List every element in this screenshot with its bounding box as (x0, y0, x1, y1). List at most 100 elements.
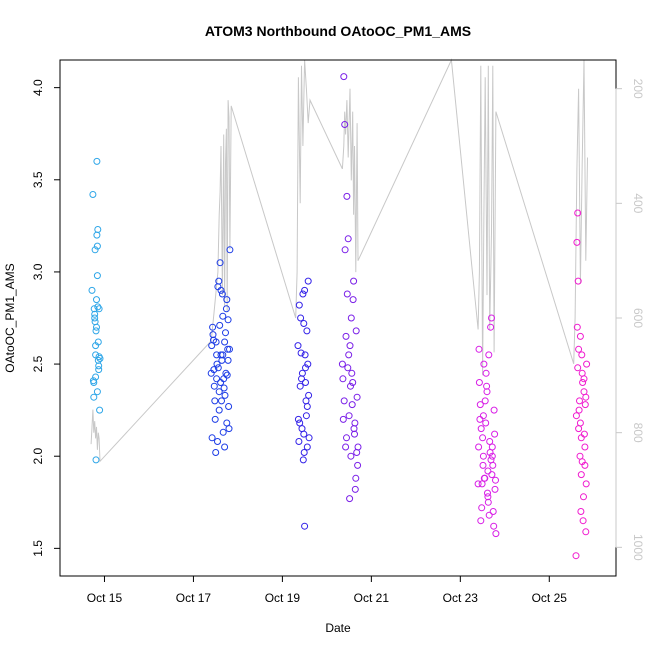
data-point (482, 419, 490, 427)
data-point (92, 327, 100, 335)
data-point (222, 369, 230, 377)
data-point (302, 364, 309, 372)
data-point (226, 246, 234, 254)
data-point (215, 277, 223, 285)
data-point (582, 393, 590, 401)
data-point (344, 235, 352, 243)
data-point (294, 342, 302, 350)
y2-tick-label: 400 (631, 193, 645, 213)
data-point (220, 384, 228, 392)
y-tick-label: 2.0 (31, 448, 45, 465)
data-point (208, 342, 216, 350)
data-point (91, 246, 99, 254)
data-point (474, 480, 482, 488)
data-point (480, 474, 488, 482)
data-point (475, 345, 483, 353)
data-point (476, 415, 484, 423)
data-point (342, 443, 350, 451)
data-point (305, 434, 313, 442)
x-tick-label: Oct 17 (176, 591, 212, 605)
data-point (209, 331, 217, 339)
data-point (90, 379, 98, 386)
data-point (343, 192, 351, 200)
data-point (218, 290, 226, 298)
data-point (92, 456, 100, 464)
data-point (298, 369, 306, 377)
data-point (93, 388, 101, 396)
data-point (578, 351, 586, 359)
data-point (342, 332, 350, 340)
data-point (296, 419, 304, 427)
data-point (483, 382, 491, 390)
data-point (216, 259, 224, 267)
data-point (343, 290, 351, 298)
data-point (343, 434, 350, 442)
data-point (478, 504, 486, 512)
data-point (481, 397, 489, 405)
data-point (300, 320, 308, 327)
data-point (348, 369, 356, 377)
data-point (210, 382, 218, 390)
series-1 (88, 157, 104, 464)
data-point (486, 438, 494, 445)
series-3 (294, 277, 313, 530)
data-point (302, 412, 310, 420)
data-point (349, 379, 357, 386)
data-point (295, 301, 303, 309)
data-point (222, 329, 229, 337)
series-5 (474, 314, 500, 538)
y-axis: 1.5 2.0 2.5 3.0 3.5 4.0 (31, 79, 61, 557)
data-point (210, 366, 218, 374)
data-point (486, 449, 494, 456)
data-point (93, 272, 101, 280)
data-point (348, 401, 356, 409)
y-tick-label: 1.5 (31, 540, 45, 557)
data-point (477, 517, 485, 525)
data-point (583, 360, 591, 368)
y2-tick-label: 1000 (631, 534, 645, 561)
data-point (295, 438, 303, 445)
data-point (347, 314, 355, 322)
data-point (296, 382, 304, 390)
data-point (352, 327, 360, 335)
data-point (223, 371, 231, 379)
data-point (489, 508, 497, 515)
data-point (492, 476, 499, 484)
y2-tick-label: 200 (631, 79, 645, 99)
data-point (93, 296, 100, 304)
y-tick-label: 3.5 (31, 171, 45, 188)
data-point (577, 471, 585, 479)
data-point (479, 452, 487, 460)
x-tick-label: Oct 19 (265, 591, 301, 605)
data-point (574, 277, 582, 285)
data-point (218, 397, 225, 405)
data-point (579, 517, 587, 525)
data-point (480, 360, 488, 368)
data-point (485, 511, 493, 519)
data-point (573, 238, 581, 246)
data-point (92, 351, 100, 359)
data-point (294, 415, 302, 423)
y-tick-label: 4.0 (31, 79, 45, 96)
data-point (89, 191, 97, 198)
data-point (346, 342, 354, 350)
data-point (95, 353, 103, 361)
data-point (215, 388, 223, 396)
x-tick-label: Oct 23 (443, 591, 479, 605)
data-point (300, 449, 308, 456)
data-point (223, 419, 231, 427)
x-tick-label: Oct 21 (354, 591, 390, 605)
data-point (479, 412, 487, 420)
data-point (581, 443, 589, 451)
data-point (221, 391, 229, 399)
data-point (482, 369, 490, 377)
data-point (216, 321, 224, 329)
data-point (581, 401, 589, 409)
series-2 (207, 246, 234, 456)
data-point (211, 397, 219, 405)
data-point (338, 360, 346, 368)
data-point (574, 364, 582, 372)
data-point (305, 391, 313, 399)
data-point (304, 277, 312, 285)
data-point (303, 327, 311, 335)
